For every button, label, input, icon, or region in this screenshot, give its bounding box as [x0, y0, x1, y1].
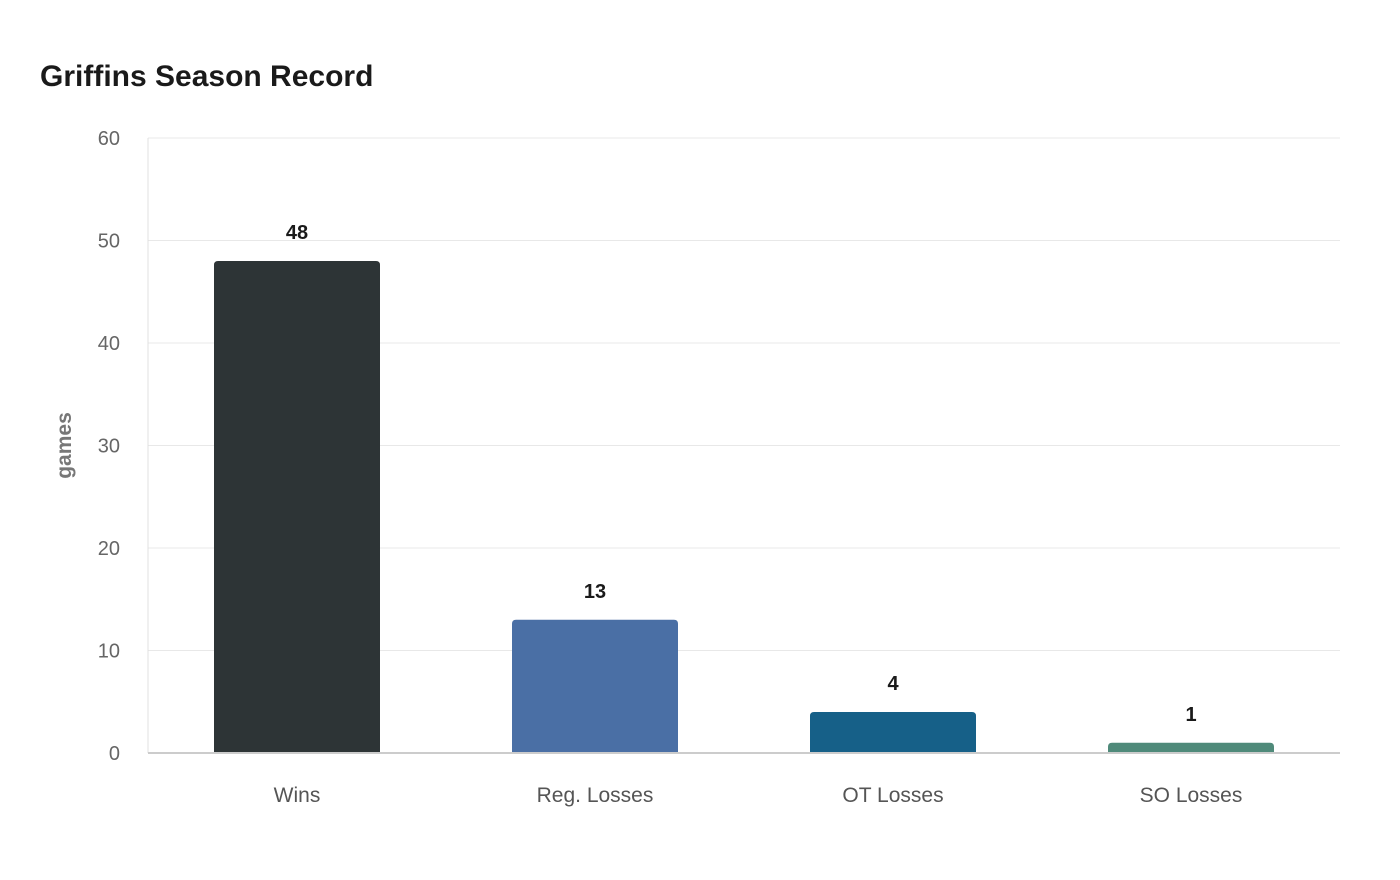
- x-tick-label: SO Losses: [1140, 784, 1243, 807]
- x-tick-label: Wins: [274, 784, 321, 807]
- data-label: 48: [286, 222, 308, 244]
- chart-title: Griffins Season Record: [40, 60, 374, 93]
- data-label: 1: [1185, 704, 1196, 726]
- x-tick-label: OT Losses: [842, 784, 943, 807]
- bar-wins: [214, 261, 380, 753]
- bar-reg-losses: [512, 619, 678, 753]
- data-label: 4: [887, 673, 899, 695]
- data-label: 13: [584, 581, 606, 603]
- y-tick-label: 30: [98, 436, 120, 458]
- bar-ot-losses: [810, 712, 976, 753]
- y-tick-label: 10: [98, 641, 120, 663]
- x-tick-label: Reg. Losses: [537, 784, 654, 807]
- y-tick-label: 50: [98, 231, 120, 253]
- y-axis-label: games: [53, 412, 76, 479]
- bar-so-losses: [1108, 742, 1274, 753]
- y-tick-label: 20: [98, 538, 120, 560]
- y-tick-label: 0: [109, 743, 120, 765]
- y-tick-label: 60: [98, 128, 120, 150]
- y-tick-label: 40: [98, 333, 120, 355]
